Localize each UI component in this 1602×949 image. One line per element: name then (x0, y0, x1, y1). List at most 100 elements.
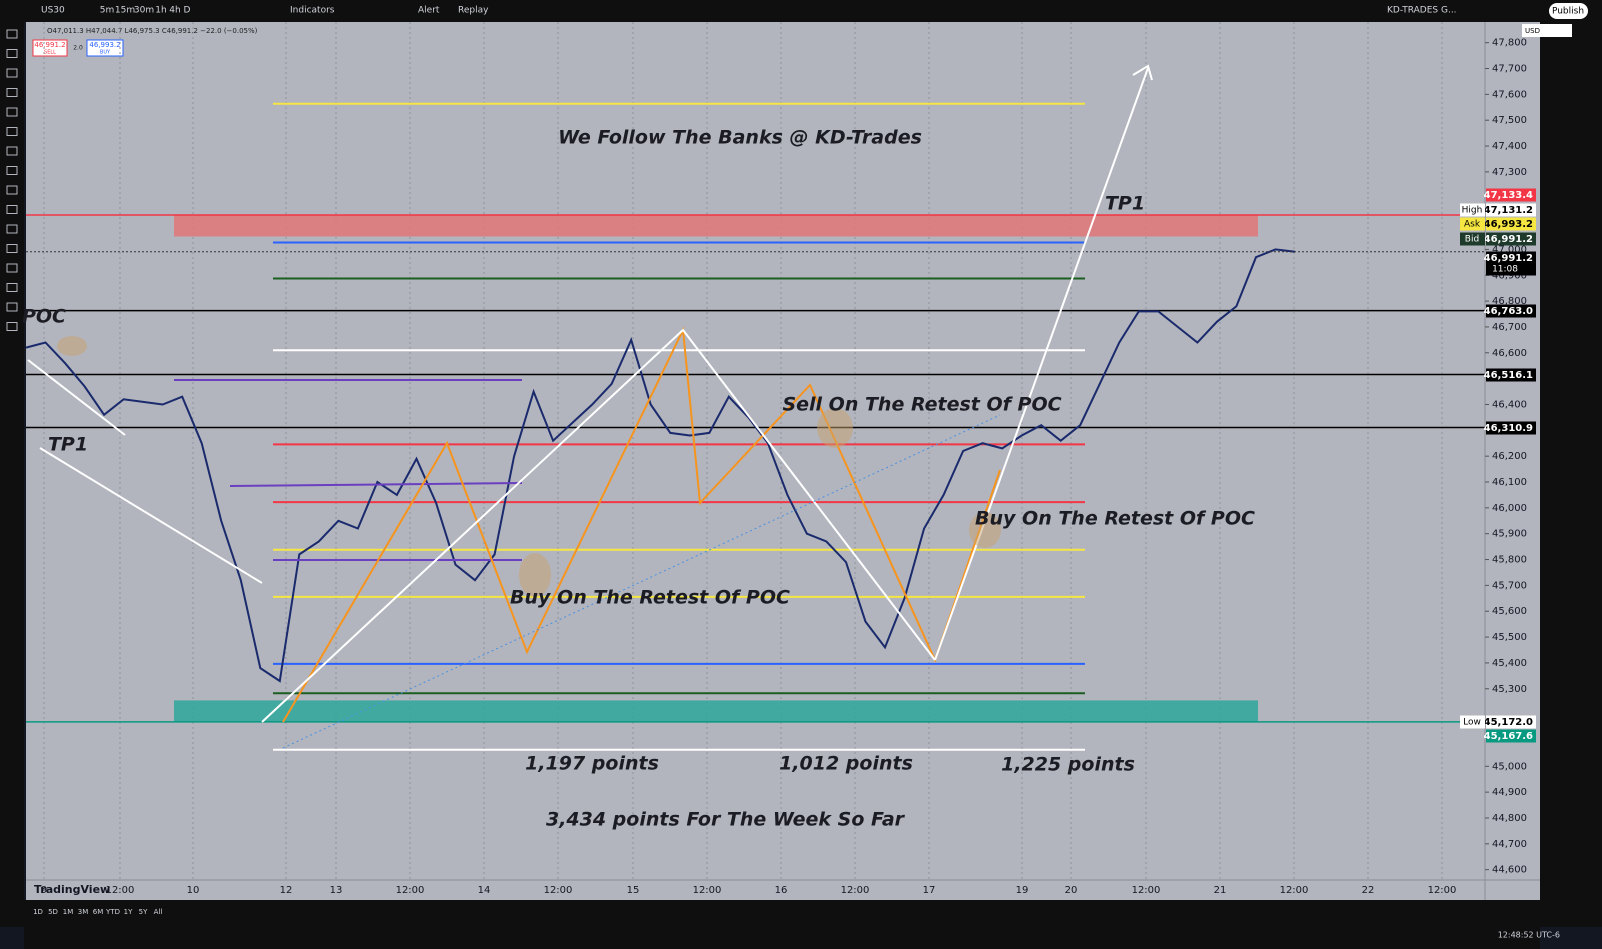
ohlc-legend: O47,011.3 H47,044.7 L46,975.3 C46,991.2 … (47, 27, 258, 35)
range-button[interactable]: 5Y (139, 908, 148, 916)
x-tick-label: 12:00 (1280, 885, 1309, 896)
tool-icon[interactable] (6, 29, 18, 39)
interval-button[interactable]: 1h (155, 6, 166, 16)
annotation: 1,197 points (525, 753, 659, 775)
currency[interactable]: USD (1525, 27, 1540, 35)
x-tick-label: 13 (330, 885, 343, 896)
tag-name: Low (1463, 718, 1481, 728)
brand: TradingView (34, 883, 110, 896)
range-button[interactable]: 6M (93, 908, 104, 916)
symbol[interactable]: US30 (41, 6, 65, 16)
y-tick-label: 47,000 (1492, 244, 1527, 255)
tool-icon[interactable] (6, 68, 18, 78)
top-bar (0, 0, 1602, 22)
tag-name: Ask (1464, 220, 1481, 230)
publish-button[interactable]: Publish (1552, 7, 1584, 17)
y-tick-label: 45,700 (1492, 580, 1527, 591)
y-tick-label: 47,500 (1492, 115, 1527, 126)
tag-name: High (1462, 206, 1483, 216)
price-tag-label: 46,991.2 (1484, 234, 1533, 245)
tool-icon[interactable] (6, 88, 18, 97)
account-menu[interactable]: KD-TRADES G... (1387, 6, 1457, 16)
interval-button[interactable]: 30m (134, 6, 154, 16)
interval-button[interactable]: 4h (169, 6, 180, 16)
x-tick-label: 19 (1016, 885, 1029, 896)
range-button[interactable]: 3M (78, 908, 89, 916)
interval-button[interactable]: D (184, 6, 191, 16)
tool-icon[interactable] (6, 107, 18, 117)
x-tick-label: 15 (627, 885, 640, 896)
indicators-button[interactable]: Indicators (290, 6, 335, 16)
price-tag (1486, 203, 1536, 217)
y-tick-label: 47,800 (1492, 38, 1527, 49)
x-tick-label: 17 (923, 885, 936, 896)
tag-name-bg (1460, 203, 1485, 217)
publish-button-bg[interactable] (1549, 3, 1588, 19)
range-button[interactable]: 1M (63, 908, 74, 916)
annotation: Buy On The Retest Of POC (975, 508, 1255, 530)
buy-box[interactable] (86, 39, 124, 57)
x-tick-label: 20 (1065, 885, 1078, 896)
price-tag (1486, 421, 1536, 435)
price-tag (1486, 217, 1536, 231)
highlight (519, 553, 551, 597)
range-button[interactable]: 1D (33, 908, 43, 916)
spread: 2.0 (73, 45, 83, 52)
tool-icon[interactable] (6, 146, 18, 156)
price-tag-label: 46,516.1 (1484, 370, 1533, 381)
tool-icon[interactable] (6, 185, 18, 195)
annotation: 1,012 points (779, 753, 913, 775)
range-button[interactable]: All (154, 908, 163, 916)
y-tick-label: 45,500 (1492, 632, 1527, 643)
tool-icon[interactable] (6, 322, 18, 331)
sell-box[interactable] (32, 39, 68, 57)
x-tick-label: 12:00 (1428, 885, 1457, 896)
tool-icons (6, 29, 18, 331)
interval-button[interactable]: 15m (115, 6, 135, 16)
tag-name: Bid (1465, 235, 1479, 245)
annotation: 1,225 points (1001, 754, 1135, 776)
price-tag (1486, 715, 1536, 729)
range-button[interactable]: 5D (48, 908, 58, 916)
y-tick-label: 44,700 (1492, 839, 1527, 850)
range-button[interactable]: 1Y (124, 908, 133, 916)
price-tag-label: 45,172.0 (1484, 717, 1533, 728)
tool-icon[interactable] (6, 224, 18, 234)
price-tag (1486, 232, 1536, 246)
tool-icon[interactable] (6, 49, 18, 58)
y-tick-label: 47,700 (1492, 64, 1527, 75)
annotation: Sell On The Retest Of POC (782, 394, 1061, 416)
countdown: 11:08 (1492, 265, 1518, 275)
sell-price: 46,991.2 (34, 41, 65, 49)
tool-icon[interactable] (6, 302, 18, 312)
currency-box[interactable] (1522, 24, 1572, 37)
y-tick-label: 46,000 (1492, 503, 1527, 514)
tag-name-bg (1460, 232, 1485, 246)
x-tick-label: 12:00 (396, 885, 425, 896)
drawings (27, 64, 1153, 749)
interval-button[interactable]: 5m (100, 6, 115, 16)
tool-icon[interactable] (6, 127, 18, 136)
price-line-series (25, 248, 1296, 683)
y-tick-label: 46,200 (1492, 451, 1527, 462)
annotation: TP1 (1105, 193, 1145, 215)
y-tick-label: 47,400 (1492, 141, 1527, 152)
highlight (969, 512, 1001, 548)
alert-button[interactable]: Alert (418, 6, 440, 16)
price-tag (1486, 368, 1536, 382)
tool-icon[interactable] (6, 263, 18, 273)
highlight (57, 336, 87, 356)
sell-label: SELL (44, 50, 56, 56)
y-tick-label: 46,900 (1492, 270, 1527, 281)
y-tick-label: 46,600 (1492, 348, 1527, 359)
tool-icon[interactable] (6, 283, 18, 292)
range-button[interactable]: YTD (105, 908, 120, 916)
tool-icon[interactable] (6, 205, 18, 214)
tool-icon[interactable] (6, 166, 18, 175)
replay-button[interactable]: Replay (458, 6, 489, 16)
y-tick-label: 46,800 (1492, 296, 1527, 307)
zone (174, 700, 1258, 722)
tool-icon[interactable] (6, 244, 18, 253)
